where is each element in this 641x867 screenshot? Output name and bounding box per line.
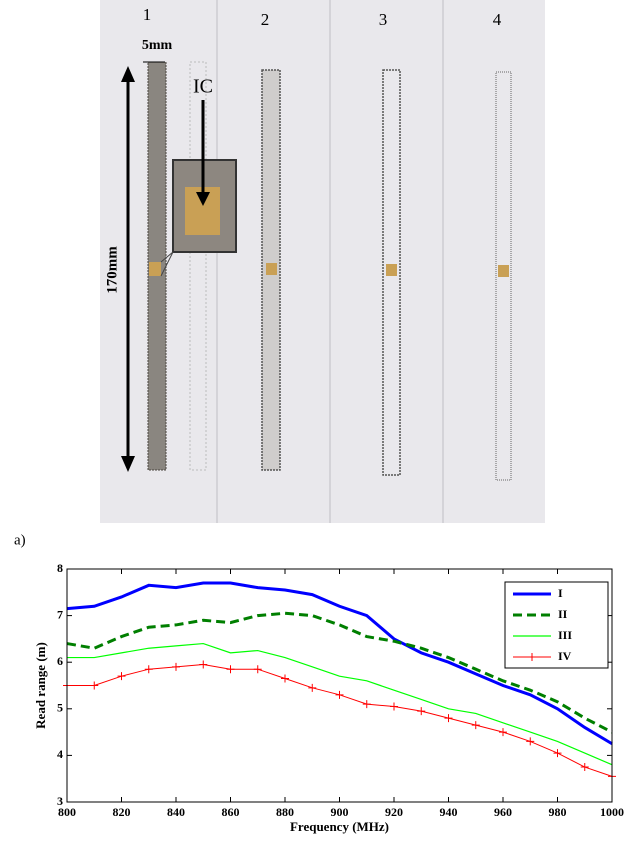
x-tick-label: 1000	[600, 805, 624, 819]
x-tick-label: 960	[494, 805, 512, 819]
photo-background	[100, 0, 545, 523]
arrow-head	[121, 66, 135, 82]
x-tick-label: 940	[440, 805, 458, 819]
arrow-head	[121, 456, 135, 472]
x-axis-label: Frequency (MHz)	[290, 819, 389, 834]
zoom-line	[160, 251, 174, 277]
dimension-label: 5mm	[142, 38, 173, 53]
legend-box	[504, 581, 609, 669]
marker	[444, 714, 453, 723]
x-tick-label: 920	[385, 805, 403, 819]
chip-label: IC	[193, 76, 213, 98]
dimension-label: 170mm	[104, 246, 120, 294]
marker	[253, 665, 262, 674]
marker	[90, 681, 99, 690]
marker	[580, 763, 589, 772]
chip	[386, 264, 397, 276]
x-tick-label: 880	[276, 805, 294, 819]
series-line	[67, 664, 613, 777]
legend-label: IV	[558, 649, 572, 663]
chip	[266, 263, 277, 275]
legend-marker	[528, 653, 536, 661]
strip-label: 3	[379, 10, 388, 29]
y-tick-label: 4	[57, 747, 63, 761]
y-tick-label: 5	[57, 701, 63, 715]
legend-label: II	[558, 607, 568, 621]
strip-label: 2	[261, 10, 270, 29]
marker	[499, 728, 507, 737]
marker	[281, 674, 289, 683]
legend-label: III	[558, 628, 572, 642]
y-tick-label: 3	[57, 794, 63, 808]
series-line	[67, 642, 613, 766]
chart: 800 820 840 860 880 900 920 940 960 980 1000 3 4 5 6 7 8…	[33, 561, 624, 834]
marker	[308, 683, 317, 692]
arrow-head	[196, 192, 210, 206]
antenna-trace	[189, 61, 207, 471]
zoom-line	[160, 251, 174, 263]
marker	[390, 702, 398, 711]
strip-label: 1	[143, 5, 152, 24]
marker	[226, 665, 235, 674]
marker	[471, 721, 480, 730]
antenna-strip	[495, 71, 512, 481]
x-tick-label: 800	[58, 805, 76, 819]
panel-label: a)	[14, 532, 26, 548]
marker	[417, 707, 426, 716]
x-tick-label: 820	[113, 805, 131, 819]
y-tick-label: 8	[57, 561, 63, 575]
marker	[199, 660, 208, 669]
strip-label: 4	[493, 10, 502, 29]
marker	[172, 662, 180, 671]
x-tick-label: 860	[222, 805, 240, 819]
marker	[335, 690, 344, 699]
antenna-strip	[382, 69, 401, 476]
y-axis-label: Read range (m)	[33, 642, 48, 729]
x-tick-label: 980	[549, 805, 567, 819]
series-line	[66, 581, 613, 746]
y-tick-label: 7	[57, 607, 63, 621]
legend-label: I	[558, 586, 563, 600]
marker	[553, 749, 562, 758]
y-tick-label: 6	[57, 654, 63, 668]
marker	[526, 737, 535, 746]
chip	[498, 265, 509, 277]
x-tick-label: 900	[331, 805, 349, 819]
chip	[149, 262, 161, 276]
plot-frame	[66, 568, 613, 803]
marker	[362, 700, 371, 709]
x-tick-label: 840	[167, 805, 185, 819]
photo: 1 2 3 4 5mm IC 170mm	[100, 0, 545, 523]
marker	[117, 672, 126, 681]
marker	[144, 665, 153, 674]
series-line	[66, 611, 613, 734]
